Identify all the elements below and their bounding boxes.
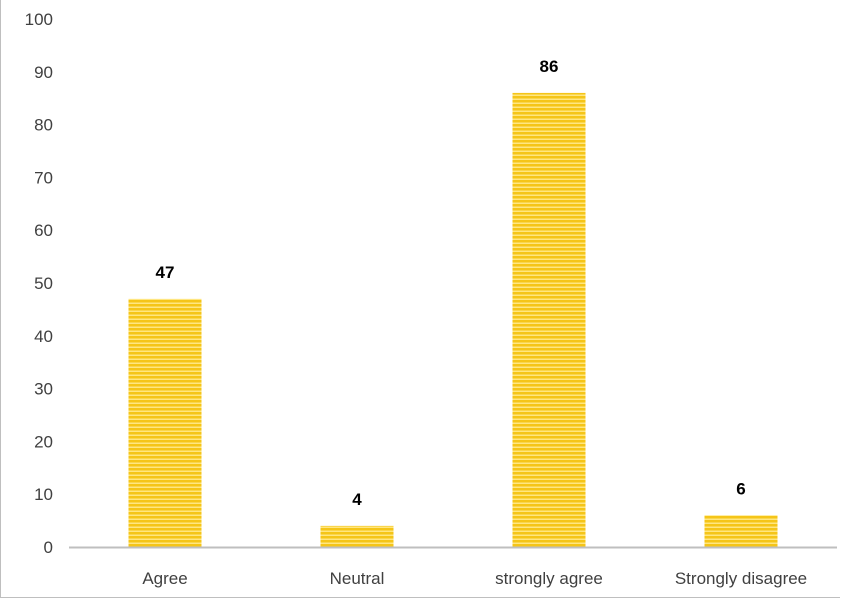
y-axis-ticks: 0 10 20 30 40 50 60 70 80 90 100 (25, 10, 53, 557)
y-tick-label: 0 (44, 538, 53, 557)
category-label: Neutral (330, 569, 385, 588)
category-labels-group: Agree Neutral strongly agree Strongly disag… (142, 569, 807, 588)
bar (128, 298, 202, 547)
category-label: Strongly disagree (675, 569, 807, 588)
y-tick-label: 10 (34, 485, 53, 504)
y-tick-label: 50 (34, 274, 53, 293)
bar (704, 515, 778, 547)
data-label: 4 (352, 490, 362, 509)
bar (320, 525, 394, 547)
y-tick-label: 20 (34, 432, 53, 451)
y-tick-label: 40 (34, 327, 53, 346)
data-label: 47 (156, 263, 175, 282)
bar (512, 92, 586, 548)
y-tick-label: 90 (34, 63, 53, 82)
category-label: Agree (142, 569, 187, 588)
y-tick-label: 60 (34, 221, 53, 240)
y-tick-label: 100 (25, 10, 53, 29)
y-tick-label: 70 (34, 168, 53, 187)
category-label: strongly agree (495, 569, 603, 588)
bars-group (128, 92, 778, 548)
data-label: 6 (736, 479, 745, 498)
y-tick-label: 80 (34, 116, 53, 135)
y-tick-label: 30 (34, 380, 53, 399)
data-labels-group: 47 4 86 6 (156, 57, 746, 509)
data-label: 86 (540, 57, 559, 76)
